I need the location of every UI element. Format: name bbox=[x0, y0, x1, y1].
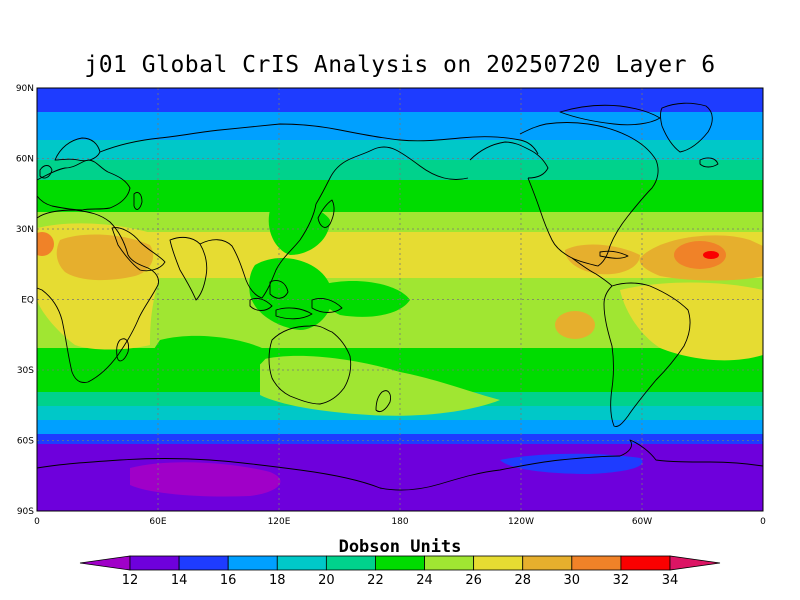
patch-west-pacific-green bbox=[249, 257, 333, 330]
lat-label: 60N bbox=[16, 155, 34, 165]
lon-label: 0 bbox=[34, 517, 40, 527]
coast-new-zealand bbox=[375, 390, 391, 413]
colorbar-segment bbox=[227, 555, 278, 571]
coast-asia-south bbox=[199, 203, 317, 299]
lon-label: 120E bbox=[268, 517, 291, 527]
colorbar-tick: 30 bbox=[564, 573, 581, 588]
graticule bbox=[37, 88, 763, 511]
colorbar-segment bbox=[424, 555, 475, 571]
coast-europe bbox=[36, 159, 131, 211]
colorbar-tick: 32 bbox=[613, 573, 630, 588]
coast-indonesia-b bbox=[275, 307, 313, 320]
coast-cuba bbox=[599, 250, 629, 259]
coast-asia-east bbox=[315, 146, 469, 205]
colorbar bbox=[79, 555, 721, 571]
band-highlat-south bbox=[37, 420, 763, 434]
colorbar-tick: 34 bbox=[662, 573, 679, 588]
patch-sahara-high bbox=[56, 234, 154, 281]
colorbar-segment bbox=[276, 555, 327, 571]
band-subpolar-north bbox=[37, 112, 763, 140]
coast-uk bbox=[39, 165, 53, 179]
coast-greenland bbox=[660, 102, 713, 153]
lon-label: 0 bbox=[760, 517, 766, 527]
patch-antarctic-purple bbox=[130, 462, 281, 497]
colorbar-segment bbox=[325, 555, 376, 571]
coast-antarctica bbox=[36, 439, 764, 491]
plot-title: j01 Global CrIS Analysis on 20250720 Lay… bbox=[84, 52, 716, 78]
lat-label: 90N bbox=[16, 84, 34, 94]
patch-west-africa bbox=[37, 232, 54, 256]
colorbar-tick: 16 bbox=[220, 573, 237, 588]
colorbar-tick: 22 bbox=[367, 573, 384, 588]
lon-label: 60E bbox=[149, 517, 166, 527]
patch-south-60-blue bbox=[500, 453, 643, 474]
coastlines bbox=[36, 102, 764, 491]
patch-equatorial-pacific bbox=[318, 280, 410, 317]
colorbar-tick: 20 bbox=[318, 573, 335, 588]
coast-alaska bbox=[469, 141, 549, 179]
coast-japan bbox=[317, 199, 335, 228]
colorbar-tick: 14 bbox=[171, 573, 188, 588]
lon-label: 60W bbox=[632, 517, 652, 527]
colorbar-label: Dobson Units bbox=[338, 537, 462, 557]
coast-iceland bbox=[699, 157, 719, 168]
coast-canada-islands bbox=[559, 104, 661, 126]
colorbar-tick: 18 bbox=[269, 573, 286, 588]
lat-label: 30N bbox=[16, 225, 34, 235]
patch-north-atlantic-max bbox=[703, 251, 719, 259]
colorbar-segment bbox=[571, 555, 622, 571]
coast-borneo bbox=[269, 280, 289, 299]
colorbar-segment bbox=[178, 555, 229, 571]
coast-caspian bbox=[133, 191, 143, 210]
colorbar-tick: 26 bbox=[465, 573, 482, 588]
colorbar-tick: 28 bbox=[514, 573, 531, 588]
patch-south-atlantic bbox=[620, 282, 763, 361]
coast-central-america bbox=[571, 257, 613, 287]
coast-north-america bbox=[519, 122, 659, 267]
lon-label: 120W bbox=[508, 517, 534, 527]
coast-south-america bbox=[603, 282, 691, 427]
colorbar-segment bbox=[522, 555, 573, 571]
colorbar-low-arrow bbox=[79, 555, 131, 571]
coast-arabia bbox=[111, 227, 166, 272]
latitude-labels: 90N 60N 30N EQ 30S 60S 90S bbox=[16, 84, 34, 517]
lat-label: EQ bbox=[21, 296, 34, 306]
coast-new-guinea bbox=[311, 297, 343, 313]
colorbar-segment bbox=[375, 555, 425, 571]
patch-indian-ocean-green bbox=[150, 335, 270, 385]
coast-siberia bbox=[99, 123, 539, 155]
patch-east-asia-green bbox=[268, 204, 330, 255]
colorbar-tick-labels: 12 14 16 18 20 22 24 26 28 30 32 34 bbox=[122, 573, 679, 588]
coast-indonesia-a bbox=[249, 297, 273, 311]
colorbar-segment bbox=[129, 555, 180, 571]
colorbar-segment bbox=[620, 555, 671, 571]
lat-label: 30S bbox=[17, 366, 34, 376]
band-midlat-north-b bbox=[37, 180, 763, 212]
lat-label: 60S bbox=[17, 437, 34, 447]
colorbar-high-arrow bbox=[669, 555, 721, 571]
patch-southern-hemisphere-light bbox=[260, 355, 500, 416]
lon-label: 180 bbox=[391, 517, 408, 527]
longitude-labels: 0 60E 120E 180 120W 60W 0 bbox=[34, 517, 766, 527]
colorbar-tick: 12 bbox=[122, 573, 139, 588]
colorbar-tick: 24 bbox=[416, 573, 433, 588]
coast-madagascar bbox=[116, 338, 129, 362]
colorbar-segment bbox=[473, 555, 524, 571]
patch-south-pacific bbox=[555, 311, 595, 339]
band-subtropic-north bbox=[37, 212, 763, 232]
coast-india bbox=[169, 236, 208, 301]
plot-frame bbox=[36, 87, 764, 512]
lat-label: 90S bbox=[17, 507, 34, 517]
coast-north-africa bbox=[36, 209, 159, 383]
patch-north-atlantic-peak bbox=[674, 241, 726, 269]
coast-australia bbox=[268, 325, 352, 405]
